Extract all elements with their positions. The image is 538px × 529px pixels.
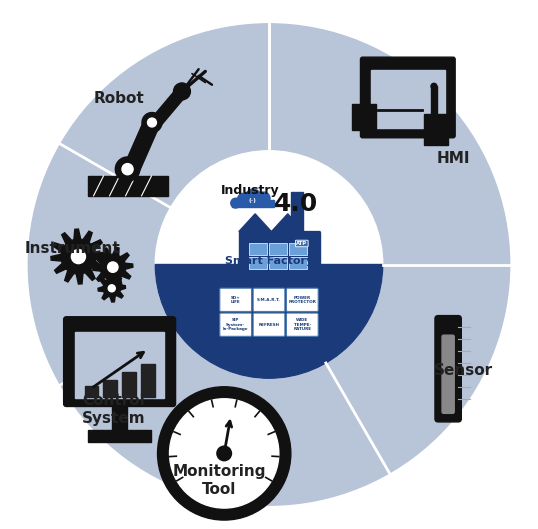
Text: 4.0: 4.0 [274,192,318,216]
FancyBboxPatch shape [75,332,165,398]
Text: (·): (·) [248,198,256,203]
FancyBboxPatch shape [88,431,151,442]
FancyBboxPatch shape [289,257,307,269]
FancyBboxPatch shape [269,242,287,255]
Circle shape [257,192,270,205]
Text: Smart Factory: Smart Factory [225,256,313,266]
Polygon shape [51,229,106,284]
FancyBboxPatch shape [253,288,285,312]
Circle shape [216,445,232,461]
FancyBboxPatch shape [371,70,445,128]
Circle shape [29,24,509,505]
FancyBboxPatch shape [286,313,318,336]
Polygon shape [239,214,320,232]
FancyBboxPatch shape [88,176,167,196]
Circle shape [360,72,367,80]
Text: ATP: ATP [296,241,307,246]
Text: Sensor: Sensor [434,363,493,378]
Text: REFRESH: REFRESH [258,323,280,327]
Text: Instrument: Instrument [24,241,120,256]
Text: S.M.A.R.T.: S.M.A.R.T. [257,298,281,302]
Circle shape [158,387,291,520]
Circle shape [147,118,157,127]
Circle shape [155,151,383,378]
Circle shape [108,262,118,272]
Text: HMI: HMI [436,151,470,166]
Polygon shape [119,123,161,178]
Text: Control
System: Control System [82,393,145,426]
FancyBboxPatch shape [220,313,252,336]
FancyBboxPatch shape [220,288,252,312]
Polygon shape [431,86,437,114]
FancyBboxPatch shape [249,242,267,255]
FancyBboxPatch shape [141,364,154,397]
FancyBboxPatch shape [84,386,98,397]
Circle shape [122,163,133,175]
Circle shape [169,399,279,508]
Polygon shape [93,247,133,287]
FancyBboxPatch shape [442,335,454,413]
Circle shape [231,198,240,208]
Polygon shape [351,104,376,131]
FancyBboxPatch shape [239,232,320,276]
FancyBboxPatch shape [269,257,287,269]
FancyBboxPatch shape [253,313,285,336]
Text: SD+
LIFE: SD+ LIFE [231,296,240,304]
Text: Monitoring
Tool: Monitoring Tool [173,464,266,497]
FancyBboxPatch shape [103,379,117,397]
Polygon shape [144,92,190,127]
Text: SIP
System-
In-Package: SIP System- In-Package [223,318,249,331]
Text: POWER
PROTECTOR: POWER PROTECTOR [288,296,316,304]
FancyBboxPatch shape [249,257,267,269]
Polygon shape [360,76,366,104]
Circle shape [142,113,162,132]
FancyBboxPatch shape [360,57,455,138]
FancyBboxPatch shape [122,372,136,397]
FancyBboxPatch shape [286,288,318,312]
Circle shape [174,83,190,100]
FancyBboxPatch shape [289,242,307,255]
FancyBboxPatch shape [112,404,128,431]
Circle shape [108,285,115,292]
Circle shape [430,83,437,90]
FancyBboxPatch shape [292,191,303,233]
Circle shape [237,193,250,206]
Text: WIDE
TEMPE-
RATURE: WIDE TEMPE- RATURE [293,318,312,331]
FancyBboxPatch shape [232,199,274,207]
FancyBboxPatch shape [435,316,461,422]
Circle shape [115,157,140,181]
Polygon shape [424,114,448,144]
Polygon shape [98,275,125,302]
Wedge shape [155,264,383,378]
Text: Robot: Robot [93,91,144,106]
Text: Industry: Industry [221,184,280,197]
FancyBboxPatch shape [63,317,175,406]
Circle shape [245,189,261,204]
Circle shape [72,250,86,263]
